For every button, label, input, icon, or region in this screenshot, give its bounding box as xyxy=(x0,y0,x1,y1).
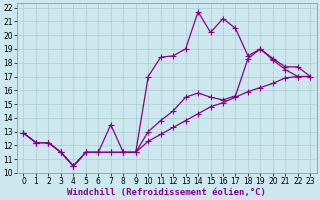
X-axis label: Windchill (Refroidissement éolien,°C): Windchill (Refroidissement éolien,°C) xyxy=(68,188,266,197)
